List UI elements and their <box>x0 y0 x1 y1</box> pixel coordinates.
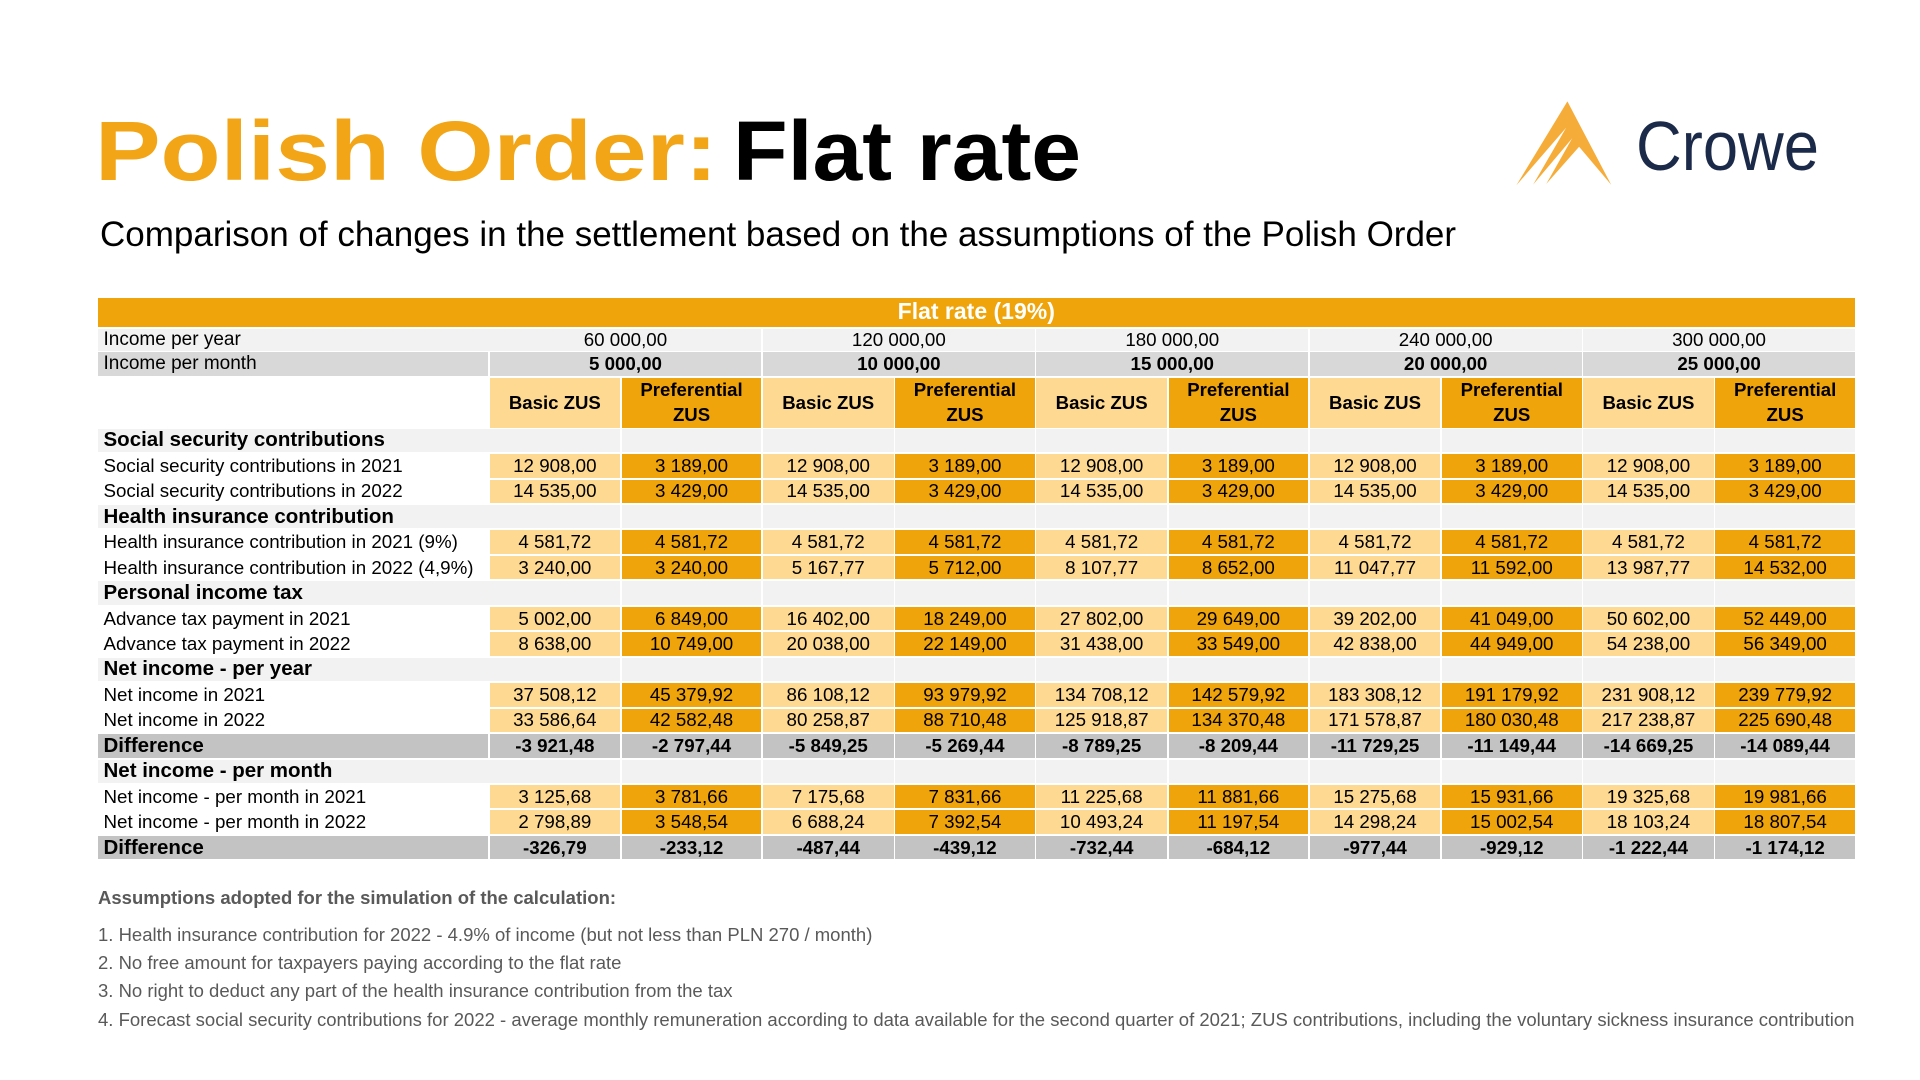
svg-text:Crowe: Crowe <box>1636 107 1819 185</box>
